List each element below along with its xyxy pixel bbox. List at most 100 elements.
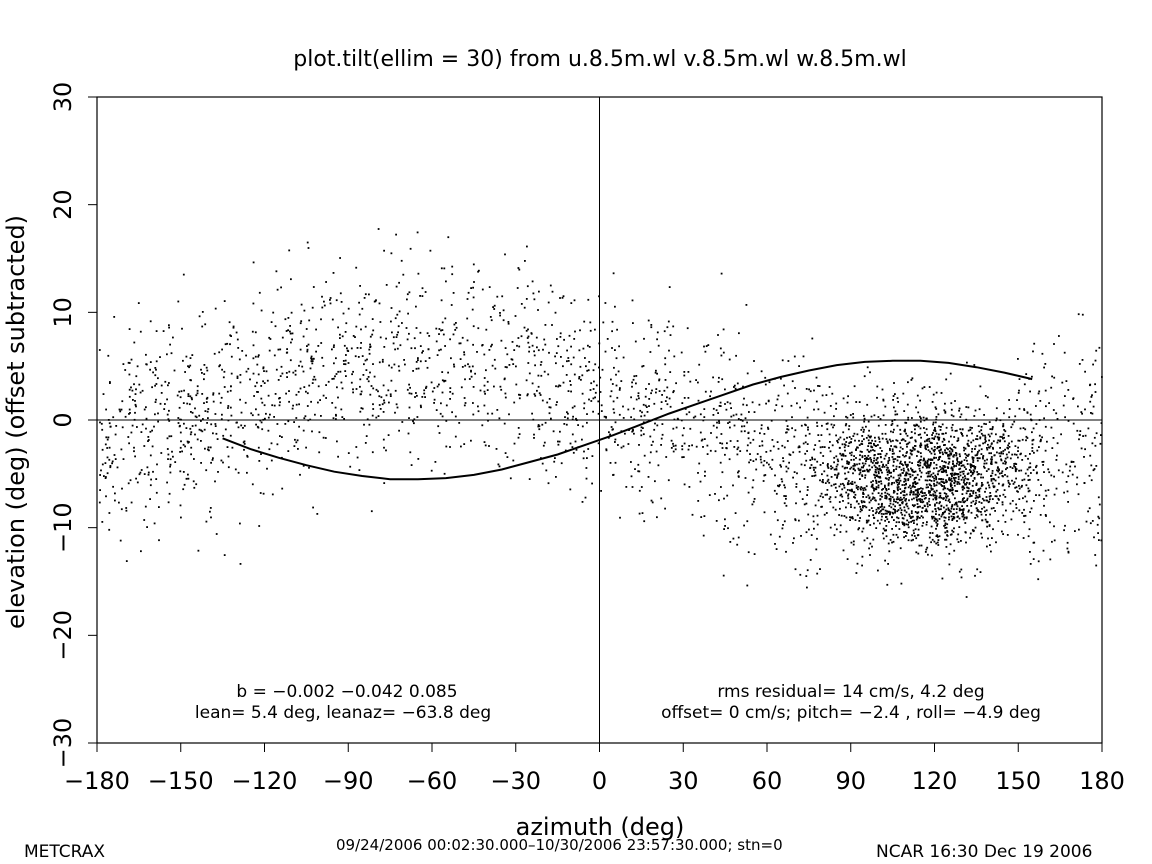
scatter-point: [907, 463, 909, 466]
scatter-point: [746, 421, 748, 424]
scatter-point: [112, 416, 115, 419]
scatter-point: [996, 489, 999, 491]
scatter-point: [526, 285, 529, 288]
scatter-point: [310, 358, 313, 361]
scatter-point: [680, 351, 683, 354]
scatter-point: [1035, 423, 1038, 425]
scatter-point: [622, 417, 625, 419]
scatter-point: [261, 428, 264, 431]
scatter-point: [805, 575, 808, 577]
scatter-point: [964, 447, 967, 450]
scatter-point: [279, 375, 282, 377]
scatter-point: [919, 442, 922, 445]
scatter-point: [930, 462, 932, 464]
scatter-point: [382, 411, 385, 413]
scatter-point: [100, 469, 102, 472]
scatter-point: [1015, 477, 1017, 480]
scatter-point: [880, 461, 883, 463]
scatter-point: [526, 394, 529, 397]
scatter-point: [811, 475, 814, 477]
scatter-point: [923, 457, 925, 460]
scatter-point: [974, 503, 976, 506]
scatter-point: [888, 470, 891, 473]
scatter-point: [976, 509, 979, 511]
scatter-point: [719, 461, 722, 464]
scatter-point: [899, 462, 901, 465]
scatter-point: [302, 464, 305, 467]
scatter-point: [218, 351, 221, 354]
scatter-point: [635, 398, 638, 401]
scatter-point: [951, 519, 954, 521]
scatter-point: [987, 468, 990, 471]
scatter-point: [571, 418, 574, 421]
scatter-point: [914, 493, 917, 496]
scatter-point: [1072, 461, 1075, 463]
scatter-point: [667, 320, 670, 323]
scatter-point: [478, 269, 480, 272]
scatter-point: [943, 506, 945, 509]
scatter-point: [438, 328, 441, 330]
scatter-point: [101, 463, 104, 466]
scatter-point: [579, 329, 581, 332]
scatter-point: [809, 459, 812, 461]
scatter-point: [864, 488, 867, 491]
scatter-point: [786, 440, 789, 442]
scatter-point: [1018, 509, 1021, 512]
scatter-point: [760, 427, 763, 430]
scatter-point: [965, 492, 968, 495]
x-tick-label: −150: [148, 767, 214, 795]
scatter-point: [893, 481, 896, 484]
scatter-point: [788, 461, 790, 464]
scatter-point: [1047, 489, 1050, 491]
scatter-point: [991, 537, 993, 539]
scatter-point: [285, 372, 288, 374]
scatter-point: [570, 363, 573, 366]
scatter-point: [859, 454, 861, 457]
scatter-point: [955, 503, 958, 506]
scatter-point: [501, 295, 504, 298]
scatter-point: [375, 416, 378, 419]
scatter-point: [544, 324, 547, 326]
scatter-point: [967, 510, 970, 513]
scatter-point: [924, 440, 926, 443]
scatter-point: [879, 418, 882, 420]
scatter-point: [1010, 518, 1013, 521]
scatter-point: [1023, 515, 1025, 517]
scatter-point: [488, 349, 491, 351]
scatter-point: [881, 488, 883, 491]
scatter-point: [992, 507, 995, 509]
scatter-point: [697, 381, 699, 384]
scatter-point: [633, 375, 636, 378]
scatter-point: [927, 464, 929, 467]
scatter-point: [588, 346, 591, 348]
scatter-point: [423, 389, 426, 392]
scatter-point: [215, 533, 218, 535]
scatter-point: [177, 300, 180, 303]
scatter-point: [485, 369, 487, 372]
scatter-point: [541, 462, 544, 465]
scatter-point: [785, 419, 788, 422]
scatter-point: [585, 365, 587, 368]
scatter-point: [858, 473, 861, 476]
scatter-point: [902, 464, 904, 467]
scatter-point: [1080, 411, 1083, 413]
scatter-point: [780, 465, 782, 468]
scatter-point: [188, 441, 190, 443]
scatter-point: [894, 511, 896, 514]
fit-curve: [222, 359, 1033, 481]
scatter-point: [191, 411, 194, 414]
scatter-point: [977, 451, 979, 453]
scatter-point: [956, 538, 959, 541]
scatter-point: [488, 445, 490, 447]
scatter-point: [573, 405, 576, 408]
scatter-point: [155, 383, 158, 385]
scatter-point: [612, 272, 615, 275]
scatter-point: [252, 357, 255, 360]
scatter-point: [325, 281, 327, 283]
scatter-point: [1042, 460, 1045, 463]
scatter-point: [793, 435, 796, 438]
scatter-point: [498, 417, 501, 420]
scatter-point: [230, 385, 232, 388]
scatter-point: [166, 398, 168, 401]
